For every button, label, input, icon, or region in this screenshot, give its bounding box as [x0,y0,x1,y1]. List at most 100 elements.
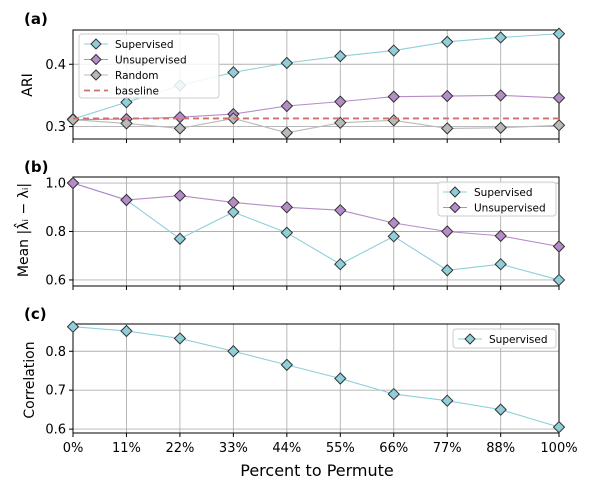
panel-a: 0.3 0.4 (a) ARI Supervised Unsupervised Random… [20,10,566,143]
data-point [120,193,133,207]
series-line [72,117,560,134]
data-point [227,345,240,358]
data-point [552,27,566,40]
x-tick-label: 88% [486,441,515,456]
data-point [552,119,566,132]
x-tick-label: 0% [63,441,84,456]
axes-frame [72,29,560,140]
y-tick-label: 0.7 [45,384,66,399]
data-point [120,96,133,109]
data-point [552,91,566,105]
data-point [120,117,133,130]
data-point [280,201,294,214]
legend: Supervised Unsupervised [437,181,557,217]
x-tick-label: 66% [379,441,408,456]
data-point [173,122,187,135]
data-point [66,176,80,190]
legend-label: Supervised [115,39,174,51]
legend-label: Supervised [474,187,533,199]
y-tick-label: 0.8 [45,225,66,240]
data-point [334,372,347,385]
data-point [494,31,507,44]
legend-item-supervised: Supervised [458,333,548,346]
series-line [72,326,560,428]
y-tick-label: 0.3 [45,120,66,135]
y-axis-label: Mean |λ̂ᵢ − λᵢ| [13,183,32,277]
data-point [334,203,347,217]
x-tick-label: 44% [272,441,301,456]
data-point [173,332,187,345]
series-line [72,182,560,248]
x-tick-label: 11% [112,441,141,456]
x-tick-label: 100% [540,441,577,456]
data-point [494,121,507,134]
legend-marker [449,186,461,198]
x-tick-label: 22% [165,441,194,456]
legend-marker [90,53,102,66]
legend-marker [464,333,476,345]
data-point [441,35,454,49]
data-point [552,273,566,287]
data-point [441,225,454,238]
data-point [387,90,400,103]
legend-box [437,181,557,217]
legend-label: Random [115,70,158,82]
series-unsupervised [66,176,566,253]
data-point [334,95,347,108]
data-point [280,99,294,113]
y-tick-label: 0.6 [45,273,66,288]
y-axis-label: ARI [20,73,36,96]
x-axis-label: Percent to Permute [240,461,394,480]
data-point [173,232,187,245]
data-point [441,89,454,103]
y-tick-label: 0.6 [45,423,66,438]
data-point [334,257,347,271]
data-point [280,226,294,239]
legend-marker [90,69,102,81]
panel-label: (b) [24,158,48,176]
panels: 0.3 0.4 (a) ARI Supervised Unsupervised Random… [13,10,577,456]
data-point [227,66,240,79]
legend-label: Unsupervised [474,202,546,214]
series-line [72,182,560,281]
x-tick-label: 33% [219,441,248,456]
data-point [120,324,133,338]
y-tick-label: 0.4 [45,58,66,73]
data-point [334,49,347,63]
legend-label: baseline [115,85,159,97]
data-point [387,216,400,230]
data-point [552,240,566,253]
data-point [494,403,507,416]
data-point [441,122,454,135]
data-point [227,205,240,219]
axes-frame [72,323,560,434]
data-point [552,420,566,434]
legend: Supervised Unsupervised Random baseline [78,33,220,99]
data-point [334,116,347,130]
legend-marker [449,201,461,214]
series-random [66,112,566,139]
legend: Supervised [452,328,557,349]
series-unsupervised [66,89,566,126]
data-point [441,394,454,407]
legend-label: Unsupervised [115,54,187,66]
legend-item-supervised: Supervised [84,38,174,51]
data-point [173,189,187,202]
y-tick-label: 1.0 [45,177,66,192]
data-point [280,126,294,139]
legend-marker [90,38,102,50]
legend-box [78,33,220,99]
legend-box [452,328,557,349]
data-point [280,358,294,372]
data-point [494,229,507,243]
panel-c: 0.6 0.7 0.8 (c) Correlation Supervised [22,305,566,438]
data-point [387,230,400,243]
legend-item-supervised: Supervised [443,186,533,199]
data-point [494,89,507,102]
x-tick-label: 77% [433,441,462,456]
series-supervised [66,320,566,434]
x-tick-label: 55% [326,441,355,456]
legend-item-baseline: baseline [84,85,159,97]
y-axis-label: Correlation [22,341,38,418]
data-point [227,196,240,209]
